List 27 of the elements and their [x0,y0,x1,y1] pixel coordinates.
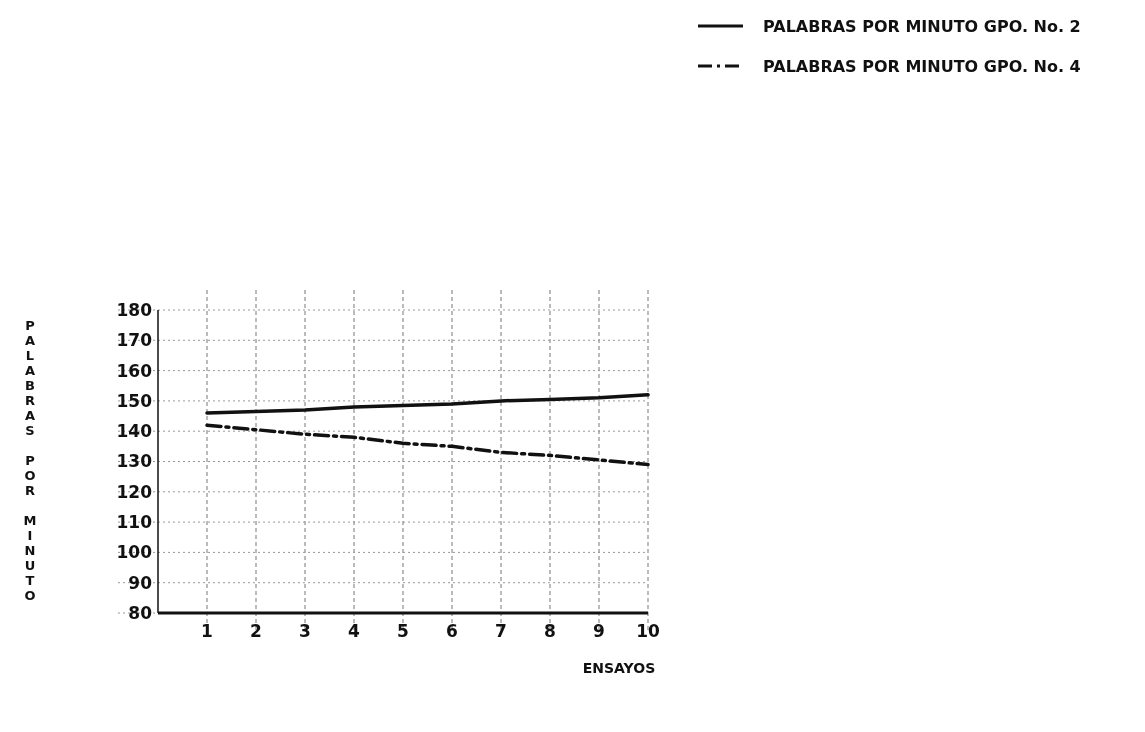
y-tick-label: 90 [128,572,153,593]
legend-label: PALABRAS POR MINUTO GPO. No. 2 [763,16,1081,36]
line-series [205,393,650,415]
text: PALABRAS POR MINUTO [23,318,37,603]
line-series [205,423,650,467]
legend-label: PALABRAS POR MINUTO GPO. No. 4 [763,56,1081,76]
y-tick-label: 110 [116,512,153,533]
x-tick-label: 1 [201,621,213,641]
x-tick-label: 3 [299,621,311,641]
y-tick-label: 130 [116,451,153,472]
x-tick-label: 5 [397,621,409,641]
x-tick-label: 2 [250,621,262,641]
y-tick-label: 140 [116,421,153,442]
y-tick-label: 180 [116,299,153,320]
y-tick-label: 150 [116,390,153,411]
x-tick-label: 8 [544,621,556,641]
x-tick-label: 10 [636,621,660,641]
y-tick-label: 120 [116,481,153,502]
x-tick-label: 9 [593,621,605,641]
y-tick-label: 100 [116,542,153,563]
x-tick-label: 7 [495,621,507,641]
y-tick-label: 80 [128,602,153,623]
y-tick-label: 160 [116,360,153,381]
x-axis-title: ENSAYOS [582,660,656,676]
x-tick-label: 6 [446,621,458,641]
x-tick-label: 4 [348,621,361,641]
y-tick-label: 170 [116,330,153,351]
